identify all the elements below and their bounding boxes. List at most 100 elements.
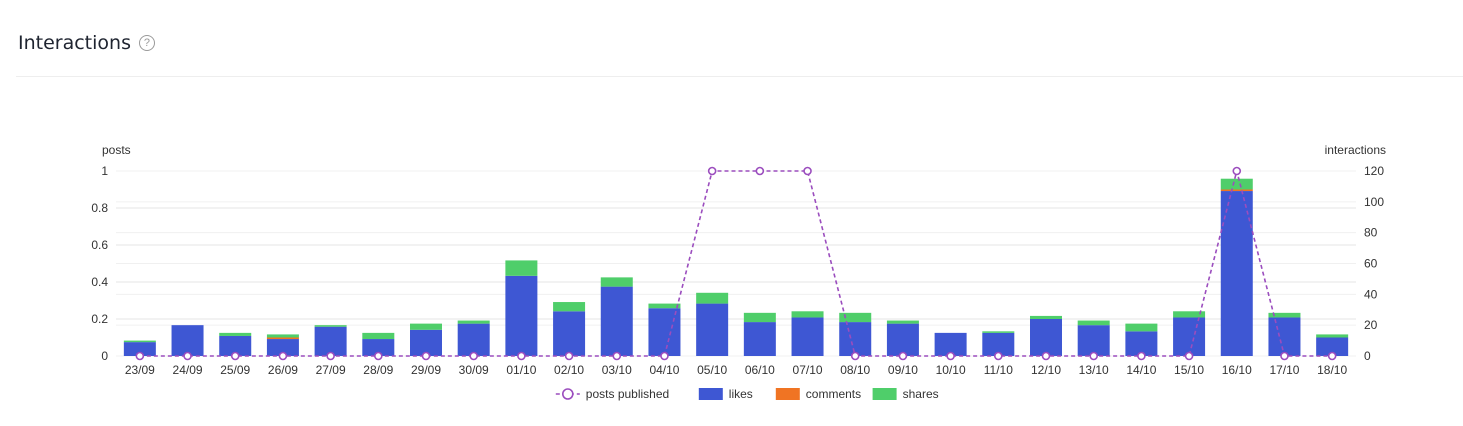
bar-shares[interactable] <box>839 312 872 323</box>
point-posts-published[interactable] <box>564 351 574 361</box>
point-posts-published[interactable] <box>660 351 669 361</box>
point-posts-published[interactable] <box>374 351 383 361</box>
point-posts-published[interactable] <box>517 351 526 361</box>
x-tick-label: 25/09 <box>220 363 250 377</box>
bar-likes[interactable] <box>410 329 442 356</box>
bar-likes[interactable] <box>839 322 872 356</box>
bar-likes[interactable] <box>648 308 681 356</box>
card-header: Interactions ? <box>18 28 155 58</box>
point-posts-published[interactable] <box>946 351 955 361</box>
bar-shares[interactable] <box>982 331 1015 333</box>
bar-shares[interactable] <box>1220 178 1253 190</box>
x-tick-label: 07/10 <box>793 363 823 377</box>
point-posts-published[interactable] <box>803 166 812 176</box>
legend-swatch <box>698 388 723 400</box>
point-posts-published[interactable] <box>230 351 240 361</box>
bar-shares[interactable] <box>123 340 156 343</box>
bar-likes[interactable] <box>600 286 633 356</box>
bar-likes[interactable] <box>553 311 586 356</box>
point-posts-published[interactable] <box>850 351 860 361</box>
point-posts-published[interactable] <box>469 351 478 361</box>
bar-likes[interactable] <box>219 335 252 356</box>
bar-likes[interactable] <box>886 323 919 356</box>
bar-likes[interactable] <box>1173 317 1206 356</box>
bar-likes[interactable] <box>362 339 395 356</box>
x-tick-label: 15/10 <box>1174 363 1204 377</box>
bar-likes[interactable] <box>1220 191 1253 356</box>
bar-likes[interactable] <box>1077 325 1110 356</box>
bar-shares[interactable] <box>219 332 252 336</box>
bar-likes[interactable] <box>1030 319 1062 356</box>
bar-shares[interactable] <box>410 323 442 330</box>
bar-likes[interactable] <box>123 342 156 356</box>
point-posts-published[interactable] <box>326 351 335 361</box>
point-posts-published[interactable] <box>1041 351 1051 361</box>
point-posts-published[interactable] <box>1232 166 1242 176</box>
bar-likes[interactable] <box>457 323 490 356</box>
legend-swatch <box>775 388 800 400</box>
bar-shares[interactable] <box>743 312 776 323</box>
chart-legend: posts published likes comments shares <box>555 387 939 401</box>
line-series <box>135 166 1337 361</box>
legend-item-comments[interactable]: comments <box>775 387 861 401</box>
bar-shares[interactable] <box>314 325 347 327</box>
point-posts-published[interactable] <box>1184 351 1194 361</box>
bar-likes[interactable] <box>1268 317 1301 356</box>
bar-likes[interactable] <box>1316 337 1349 357</box>
bar-shares[interactable] <box>600 277 633 287</box>
point-posts-published[interactable] <box>898 351 908 361</box>
point-posts-published[interactable] <box>1280 351 1289 361</box>
bar-likes[interactable] <box>791 317 824 356</box>
point-posts-published[interactable] <box>1137 351 1146 361</box>
bar-likes[interactable] <box>982 332 1015 356</box>
point-posts-published[interactable] <box>278 351 288 361</box>
bar-shares[interactable] <box>1268 312 1301 318</box>
x-tick-label: 24/09 <box>173 363 203 377</box>
bar-series <box>123 178 1349 357</box>
legend-item-posts-published[interactable]: posts published <box>555 387 669 401</box>
x-tick-label: 29/09 <box>411 363 441 377</box>
point-posts-published[interactable] <box>612 351 622 361</box>
x-tick-label: 04/10 <box>649 363 679 377</box>
bar-shares[interactable] <box>791 311 824 318</box>
bar-likes[interactable] <box>314 326 347 356</box>
bar-likes[interactable] <box>934 332 967 356</box>
left-tick-label: 1 <box>101 164 108 178</box>
bar-shares[interactable] <box>696 292 729 304</box>
bar-shares[interactable] <box>1077 320 1110 326</box>
point-posts-published[interactable] <box>707 166 717 176</box>
legend-label: posts published <box>586 387 669 401</box>
bar-shares[interactable] <box>1173 311 1206 318</box>
point-posts-published[interactable] <box>183 351 192 361</box>
point-posts-published[interactable] <box>1327 351 1337 361</box>
bar-shares[interactable] <box>505 260 538 276</box>
bar-likes[interactable] <box>171 325 204 356</box>
right-tick-label: 80 <box>1364 226 1378 240</box>
bar-likes[interactable] <box>696 303 729 356</box>
bar-shares[interactable] <box>1125 323 1158 332</box>
point-posts-published[interactable] <box>1089 351 1098 361</box>
point-posts-published[interactable] <box>755 166 765 176</box>
bar-shares[interactable] <box>1316 334 1349 338</box>
legend-swatch <box>561 388 574 400</box>
bar-shares[interactable] <box>886 320 919 324</box>
help-icon[interactable]: ? <box>138 35 155 51</box>
bar-likes[interactable] <box>743 322 776 356</box>
bar-shares[interactable] <box>648 303 681 309</box>
point-posts-published[interactable] <box>421 351 431 361</box>
bar-comments[interactable] <box>1220 189 1253 192</box>
bar-likes[interactable] <box>505 275 538 356</box>
point-posts-published[interactable] <box>994 351 1003 361</box>
x-axis-ticks: 23/09 24/09 25/09 26/09 27/09 28/09 29/09 30/09… <box>125 363 1348 377</box>
bar-shares[interactable] <box>457 320 490 324</box>
bar-shares[interactable] <box>1030 315 1062 319</box>
bar-shares[interactable] <box>362 332 395 340</box>
bar-likes[interactable] <box>266 339 299 356</box>
bar-comments[interactable] <box>266 337 299 340</box>
bar-shares[interactable] <box>266 334 299 338</box>
point-posts-published[interactable] <box>135 351 145 361</box>
bar-shares[interactable] <box>553 302 586 312</box>
legend-item-shares[interactable]: shares <box>872 387 939 401</box>
legend-item-likes[interactable]: likes <box>698 387 753 401</box>
